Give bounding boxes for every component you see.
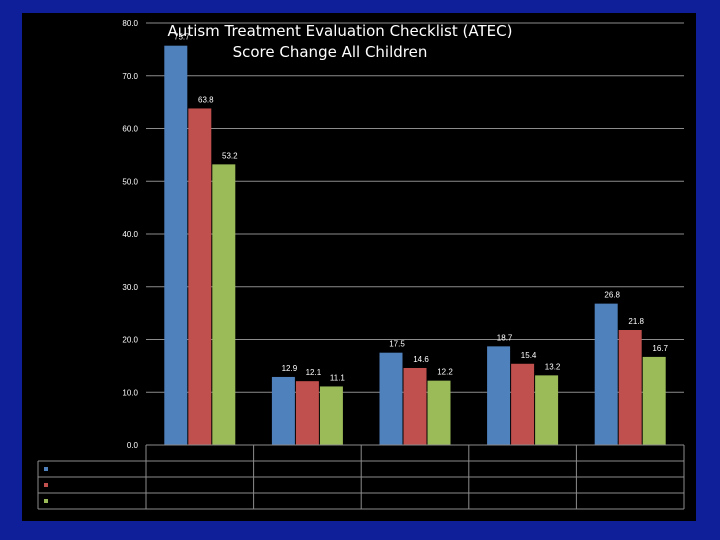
data-label: 63.8 [198,95,214,104]
data-label: 13.2 [545,362,561,371]
data-label: 26.8 [604,291,620,300]
legend-key-series-1 [44,467,48,471]
data-label: 12.9 [282,364,298,373]
data-label: 17.5 [389,340,405,349]
chart-title-line-2: Score Change All Children [233,43,428,61]
legend-key-series-2 [44,483,48,487]
data-label: 12.1 [306,368,322,377]
bar-series-3-category-3 [427,380,451,445]
bar-series-2-category-5 [618,330,642,445]
data-label: 21.8 [628,317,644,326]
bar-series-1-category-2 [271,376,295,445]
chart-title-line-1: Autism Treatment Evaluation Checklist (A… [168,22,513,40]
bar-series-3-category-4 [535,375,559,445]
bar-series-3-category-5 [642,356,666,445]
data-label: 12.2 [437,368,453,377]
data-label: 11.1 [330,373,346,382]
bar-series-2-category-3 [403,367,427,445]
bars [164,45,666,446]
bar-series-2-category-2 [295,381,319,445]
bar-series-1-category-5 [594,303,618,445]
y-tick-label: 0.0 [127,441,139,450]
y-axis-ticks: 0.0 10.0 20.0 30.0 40.0 50.0 60.0 70.0 80.0 [122,19,138,450]
y-tick-label: 70.0 [122,72,138,81]
bar-series-2-category-1 [188,108,212,445]
data-label: 75.7 [174,33,190,42]
bar-series-3-category-2 [319,386,343,445]
y-tick-label: 50.0 [122,177,138,186]
data-label: 53.2 [222,151,238,160]
y-tick-label: 20.0 [122,336,138,345]
data-label: 15.4 [521,351,537,360]
data-label: 18.7 [497,333,513,342]
data-label: 14.6 [413,355,429,364]
chart-panel: 0.0 10.0 20.0 30.0 40.0 50.0 60.0 70.0 80.0 75.7… [22,13,696,521]
data-label: 16.7 [652,344,668,353]
bar-series-1-category-4 [487,346,511,445]
y-tick-label: 10.0 [122,388,138,397]
grid-lines [146,22,684,446]
bar-series-1-category-1 [164,45,188,446]
legend-key-series-3 [44,499,48,503]
y-tick-label: 60.0 [122,125,138,134]
bar-series-2-category-4 [511,363,535,445]
bar-series-1-category-3 [379,352,403,445]
y-tick-label: 80.0 [122,19,138,28]
bar-series-3-category-1 [212,164,236,445]
data-labels: 75.7 12.9 17.5 18.7 26.8 63.8 12.1 14.6 15.4 21.8… [174,33,669,383]
atec-bar-chart: 0.0 10.0 20.0 30.0 40.0 50.0 60.0 70.0 80.0 75.7… [37,19,685,510]
data-table [37,444,685,510]
y-tick-label: 30.0 [122,283,138,292]
y-tick-label: 40.0 [122,230,138,239]
